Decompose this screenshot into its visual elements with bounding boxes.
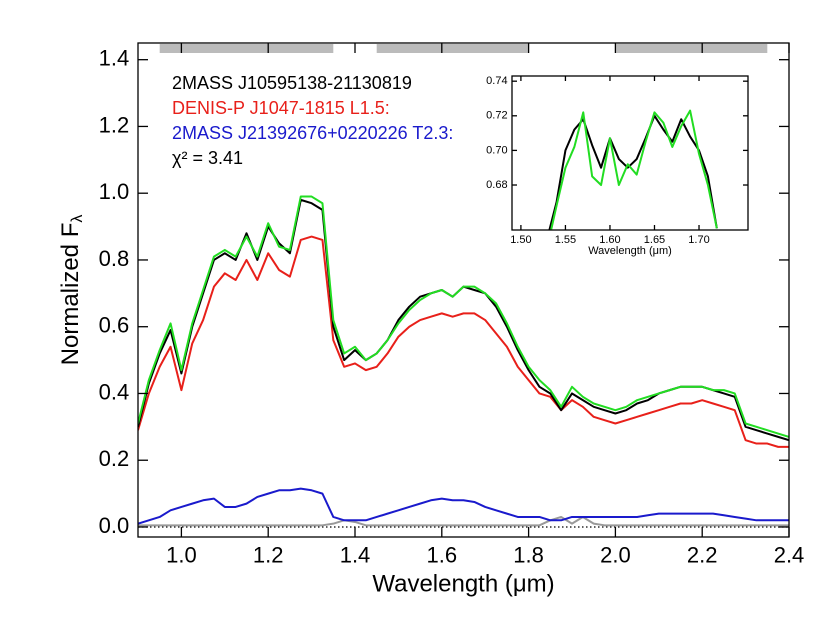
y-tick-label: 1.4 xyxy=(99,46,130,71)
x-tick-label: 1.0 xyxy=(166,543,197,568)
y-tick-label: 0.4 xyxy=(99,379,130,404)
x-tick-label: 1.55 xyxy=(555,234,576,246)
x-tick-label: 2.0 xyxy=(600,543,631,568)
series-line xyxy=(138,195,789,438)
axis-frame xyxy=(137,42,790,538)
y-tick-label: 0.70 xyxy=(486,144,507,156)
y-tick-label: 0.8 xyxy=(99,246,130,271)
x-tick-label: 1.60 xyxy=(599,234,620,246)
x-tick-label: 1.2 xyxy=(253,543,284,568)
series-line xyxy=(138,235,789,448)
y-tick-label: 0.2 xyxy=(99,446,130,471)
legend-entry: DENIS-P J1047-1815 L1.5: xyxy=(172,98,390,118)
band xyxy=(159,44,334,53)
series-line xyxy=(550,109,718,230)
x-tick-label: 2.4 xyxy=(774,543,805,568)
y-tick-label: 0.6 xyxy=(99,313,130,338)
y-tick-label: 0.0 xyxy=(99,513,130,538)
band xyxy=(615,44,768,53)
series-line xyxy=(548,114,718,230)
series-line xyxy=(138,515,789,527)
x-tick-label: 1.8 xyxy=(513,543,544,568)
y-tick-label: 0.72 xyxy=(486,110,507,122)
y-tick-label: 1.2 xyxy=(99,112,130,137)
x-axis-label: Wavelength (μm) xyxy=(588,245,672,257)
x-tick-label: 1.65 xyxy=(644,234,665,246)
y-tick-label: 0.68 xyxy=(486,179,507,191)
legend-entry: 2MASS J10595138-21130819 xyxy=(172,73,412,93)
x-tick-label: 1.4 xyxy=(340,543,371,568)
y-axis-label-main: Normalized F xyxy=(57,223,84,366)
plot-area xyxy=(512,76,748,230)
band xyxy=(376,44,529,53)
x-tick-label: 2.2 xyxy=(687,543,718,568)
series-line xyxy=(138,487,789,525)
y-axis-label-sub: λ xyxy=(69,215,86,223)
y-axis-label: Normalized Fλ xyxy=(57,215,86,366)
annotation: χ² = 3.41 xyxy=(172,148,243,168)
x-tick-label: 1.50 xyxy=(510,234,531,246)
x-axis-label: Wavelength (μm) xyxy=(372,570,554,597)
y-tick-label: 1.0 xyxy=(99,179,130,204)
legend-entry: 2MASS J21392676+0220226 T2.3: xyxy=(172,123,453,143)
plot-lines xyxy=(138,44,789,528)
plot-lines xyxy=(548,109,718,230)
axis-frame xyxy=(511,75,749,231)
x-tick-label: 1.70 xyxy=(688,234,709,246)
x-tick-label: 1.6 xyxy=(427,543,458,568)
y-tick-label: 0.74 xyxy=(486,75,507,87)
